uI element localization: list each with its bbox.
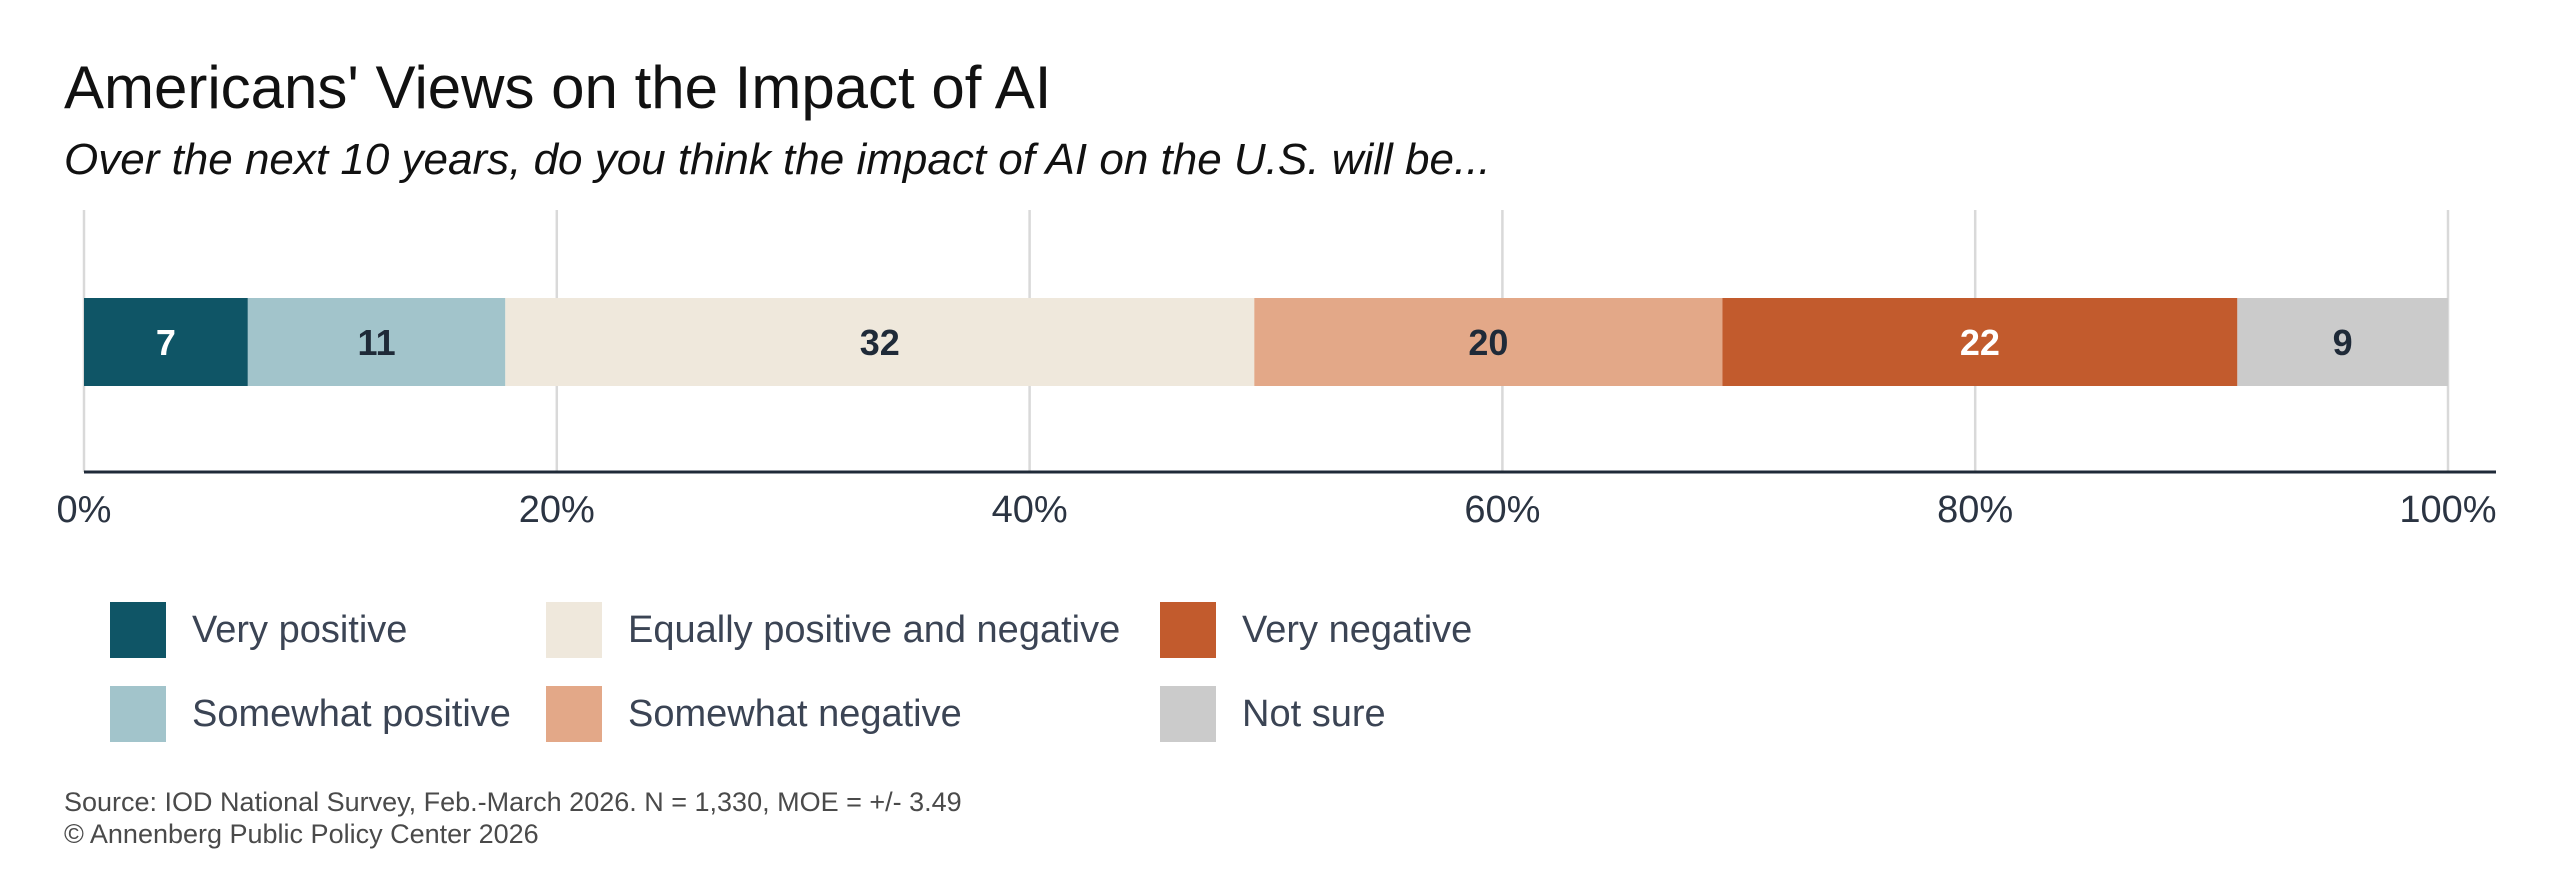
legend-swatch — [110, 602, 166, 658]
legend-label: Very negative — [1242, 608, 1473, 651]
legend-item: Very negative — [1160, 600, 1472, 660]
bar-segment — [84, 298, 248, 386]
legend-swatch — [546, 686, 602, 742]
x-tick-label: 80% — [1937, 489, 2013, 531]
legend-item: Somewhat positive — [110, 684, 511, 744]
legend-swatch — [546, 602, 602, 658]
data-label: 20 — [1468, 322, 1508, 363]
x-tick-label: 100% — [2399, 489, 2496, 531]
data-label: 9 — [2333, 322, 2353, 363]
bar-segment — [247, 298, 506, 386]
x-tick-label: 0% — [57, 489, 112, 531]
data-label: 11 — [358, 322, 396, 363]
data-label: 32 — [860, 322, 900, 363]
bar-segment — [505, 298, 1255, 386]
x-tick-label: 40% — [992, 489, 1068, 531]
source-line: Source: IOD National Survey, Feb.-March … — [64, 787, 962, 817]
legend-item: Somewhat negative — [546, 684, 962, 744]
legend-label: Equally positive and negative — [628, 608, 1121, 651]
bar-segment — [1254, 298, 1723, 386]
data-label: 7 — [156, 322, 176, 363]
legend-item: Equally positive and negative — [546, 600, 1120, 660]
stacked-bar-chart: 7 11 32 20 22 9 0% 20% 40% 60% 80% 100% — [57, 210, 2497, 531]
bar-segment — [2237, 298, 2448, 386]
copyright-line: © Annenberg Public Policy Center 2026 — [64, 819, 539, 849]
legend-label: Very positive — [192, 608, 408, 651]
legend-item: Not sure — [1160, 684, 1386, 744]
legend-item: Very positive — [110, 600, 407, 660]
source-note: Source: IOD National Survey, Feb.-March … — [64, 786, 962, 850]
legend-swatch — [110, 686, 166, 742]
chart-title: Americans' Views on the Impact of AI — [64, 54, 1052, 121]
x-tick-label: 60% — [1464, 489, 1540, 531]
legend-label: Not sure — [1242, 692, 1386, 735]
chart-legend: Very positive Somewhat positive Equally po… — [110, 600, 1710, 750]
chart-subtitle: Over the next 10 years, do you think the… — [64, 135, 1491, 184]
legend-swatch — [1160, 602, 1216, 658]
bar-segment — [1722, 298, 2238, 386]
data-label: 22 — [1960, 322, 2000, 363]
x-tick-label: 20% — [519, 489, 595, 531]
legend-swatch — [1160, 686, 1216, 742]
legend-label: Somewhat negative — [628, 692, 962, 735]
legend-label: Somewhat positive — [192, 692, 511, 735]
